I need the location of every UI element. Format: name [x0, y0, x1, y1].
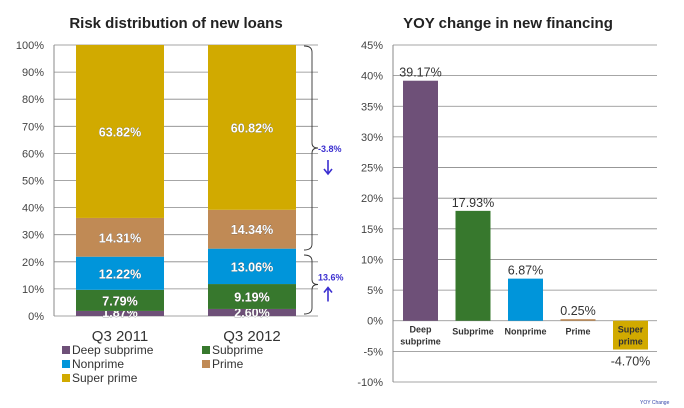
x-category-line: prime — [618, 337, 643, 347]
y-tick-label: 15% — [361, 224, 383, 236]
x-category-line: Super — [618, 325, 644, 335]
legend-swatch — [62, 374, 70, 382]
legend-swatch — [202, 360, 210, 368]
bar — [613, 320, 648, 350]
x-category-line: Deep — [409, 325, 432, 335]
y-tick-label: 60% — [22, 148, 44, 160]
legend-label: Subprime — [212, 343, 264, 357]
segment-label: 14.31% — [99, 231, 141, 245]
legend-swatch — [62, 346, 70, 354]
y-tick-label: 5% — [367, 285, 383, 297]
y-tick-label: 45% — [361, 40, 383, 52]
left-chart-title: Risk distribution of new loans — [69, 15, 282, 32]
right-chart-title: YOY change in new financing — [403, 15, 613, 32]
y-tick-label: 0% — [367, 316, 383, 328]
segment-label: 14.34% — [231, 223, 273, 237]
data-label: -4.70% — [611, 355, 651, 369]
x-category-label: Q3 2012 — [223, 328, 281, 345]
x-category-line: subprime — [400, 337, 441, 347]
segment-label: 12.22% — [99, 267, 141, 281]
y-tick-label: 80% — [22, 94, 44, 106]
y-tick-label: 100% — [16, 40, 44, 52]
y-tick-label: 50% — [22, 176, 44, 188]
segment-label: 9.19% — [234, 291, 269, 305]
legend-label: Prime — [212, 357, 244, 371]
bar-segment — [76, 289, 164, 311]
y-tick-label: 10% — [361, 254, 383, 266]
brace-lower-tiers — [303, 254, 319, 315]
right-legend-text: YOY Change — [640, 400, 670, 406]
arrow-down-icon — [323, 160, 333, 176]
x-category-label: Subprime — [452, 327, 494, 337]
segment-label: 7.79% — [102, 294, 137, 308]
y-tick-label: -5% — [363, 346, 383, 358]
segment-label: 60.82% — [231, 121, 273, 135]
segment-label: 2.60% — [234, 306, 269, 320]
data-label: 0.25% — [560, 304, 595, 318]
y-tick-label: 10% — [22, 284, 44, 296]
annotation-label: -3.8% — [318, 144, 342, 154]
x-category-label: Deep subprime — [400, 325, 441, 347]
x-category-label: Nonprime — [504, 327, 546, 337]
bar-segment — [76, 310, 164, 316]
bar-segment — [208, 209, 296, 249]
x-category-label: Prime — [565, 327, 590, 337]
legend-label: Nonprime — [72, 357, 124, 371]
segment-label: 13.06% — [231, 260, 273, 274]
y-tick-label: 35% — [361, 101, 383, 113]
data-label: 6.87% — [508, 264, 543, 278]
brace-prime-superprime — [303, 45, 319, 251]
bar-segment — [208, 44, 296, 210]
bar — [508, 278, 543, 321]
bar-segment — [76, 44, 164, 218]
data-label: 17.93% — [452, 196, 494, 210]
bar-segment — [76, 256, 164, 290]
y-tick-label: 70% — [22, 121, 44, 133]
bar — [403, 80, 438, 321]
y-tick-label: 30% — [22, 230, 44, 242]
x-category-line: Prime — [565, 327, 590, 337]
bar-segment — [76, 217, 164, 257]
bar-segment — [208, 308, 296, 316]
x-category-line: Nonprime — [504, 327, 546, 337]
legend-label: Super prime — [72, 371, 138, 385]
x-category-label: Super prime — [618, 325, 644, 347]
y-tick-label: 20% — [361, 193, 383, 205]
y-tick-label: 25% — [361, 163, 383, 175]
y-tick-label: -10% — [357, 377, 383, 389]
legend-swatch — [62, 360, 70, 368]
y-tick-label: 40% — [22, 203, 44, 215]
y-tick-label: 90% — [22, 67, 44, 79]
annotation-label: 13.6% — [318, 273, 344, 283]
y-tick-label: 0% — [28, 311, 44, 323]
data-label: 39.17% — [399, 66, 441, 80]
bar-segment — [208, 248, 296, 285]
y-tick-label: 20% — [22, 257, 44, 269]
x-category-line: Subprime — [452, 327, 494, 337]
bar — [455, 210, 491, 321]
bar — [560, 319, 596, 321]
x-category-label: Q3 2011 — [92, 328, 148, 345]
segment-label: 63.82% — [99, 125, 141, 139]
y-tick-label: 30% — [361, 132, 383, 144]
arrow-up-icon — [323, 286, 333, 302]
legend-swatch — [202, 346, 210, 354]
legend-label: Deep subprime — [72, 343, 154, 357]
y-tick-label: 40% — [361, 71, 383, 83]
bar-segment — [208, 284, 296, 309]
